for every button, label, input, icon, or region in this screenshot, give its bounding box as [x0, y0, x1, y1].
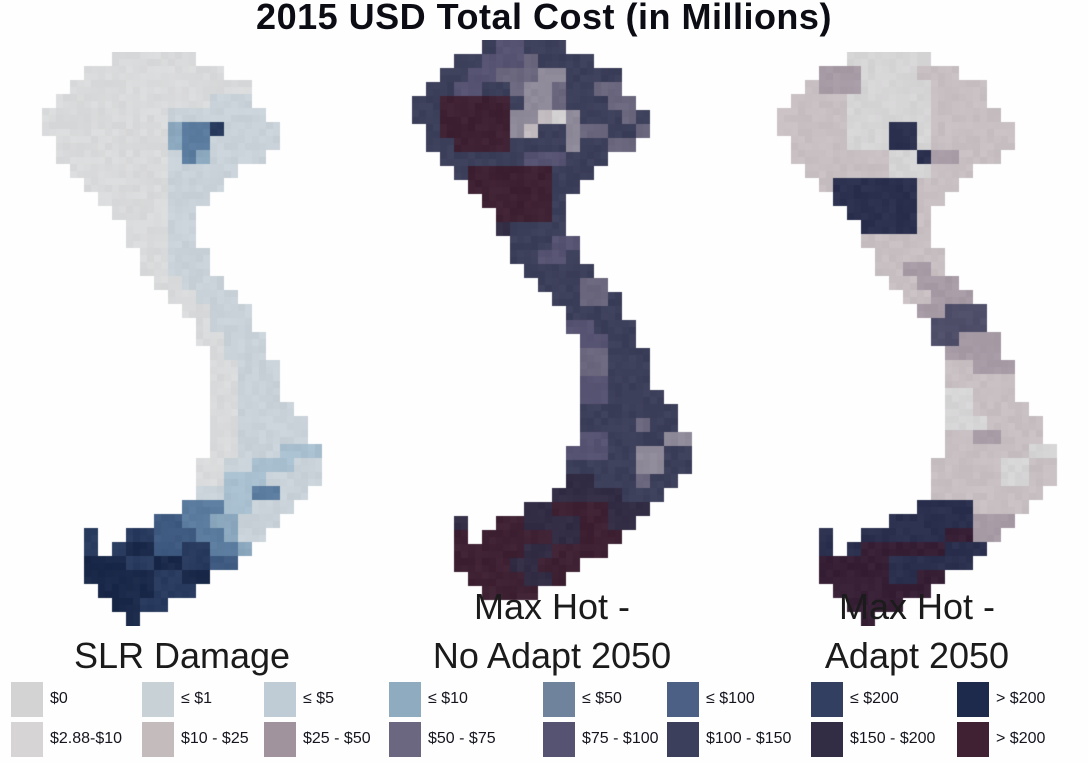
legend-row-max-hot-scale: $2.88-$10 $10 - $25 $25 - $50 $50 - $75 $75 …: [0, 721, 1088, 757]
legend-item: ≤ $5: [264, 681, 334, 717]
map-label-line: No Adapt 2050: [432, 635, 672, 676]
legend-bin-label: $75 - $100: [582, 730, 659, 747]
legend-bin-label: $0: [50, 690, 68, 707]
map-panel-max-hot-adapt: Max Hot - Adapt 2050: [763, 0, 1071, 682]
legend-swatch: [543, 721, 575, 757]
legend-swatch: [957, 721, 989, 757]
legend-item: ≤ $1: [142, 681, 212, 717]
map-panel-slr-damage: SLR Damage: [28, 0, 336, 682]
legend-bin-label: ≤ $100: [706, 690, 755, 707]
legend-item: $50 - $75: [389, 721, 496, 757]
legend-bin-label: > $200: [996, 730, 1046, 747]
map-label-line: Adapt 2050: [824, 635, 1010, 676]
map-canvas-max-hot-adapt: [763, 52, 1071, 626]
figure-title: 2015 USD Total Cost (in Millions): [256, 0, 832, 37]
legend-swatch: [142, 721, 174, 757]
legend-item: ≤ $200: [811, 681, 899, 717]
legend-bin-label: ≤ $200: [850, 690, 899, 707]
map-label-line: SLR Damage: [73, 635, 291, 676]
legend-swatch: [543, 681, 575, 717]
legend-bin-label: $2.88-$10: [50, 730, 123, 747]
legend-item: ≤ $50: [543, 681, 622, 717]
legend-item: $25 - $50: [264, 721, 371, 757]
legend-bin-label: ≤ $50: [582, 690, 622, 707]
legend-item: $100 - $150: [667, 721, 791, 757]
map-label-line: Max Hot -: [473, 586, 631, 627]
legend-bin-label: $150 - $200: [850, 730, 936, 747]
legend-bin-label: $25 - $50: [303, 730, 371, 747]
legend-item: ≤ $100: [667, 681, 755, 717]
legend-swatch: [389, 681, 421, 717]
legend-bin-label: ≤ $1: [181, 690, 213, 707]
legend-bin-label: ≤ $10: [428, 690, 468, 707]
legend-swatch: [811, 681, 843, 717]
legend-swatch: [667, 681, 699, 717]
legend-item: $150 - $200: [811, 721, 935, 757]
legend-bin-label: ≤ $5: [303, 690, 335, 707]
legend-item: ≤ $10: [389, 681, 468, 717]
legend-swatch: [11, 721, 43, 757]
legend-item: $75 - $100: [543, 721, 659, 757]
legend-bin-label: $100 - $150: [706, 730, 792, 747]
map-label-max-hot-adapt: Max Hot - Adapt 2050: [763, 582, 1071, 680]
map-label-max-hot-no-adapt: Max Hot - No Adapt 2050: [398, 582, 706, 680]
legend-item: $10 - $25: [142, 721, 249, 757]
map-canvas-slr-damage: [28, 52, 336, 626]
legend-swatch: [389, 721, 421, 757]
legend-bin-label: $10 - $25: [181, 730, 249, 747]
legend-swatch: [667, 721, 699, 757]
map-panel-max-hot-no-adapt: Max Hot - No Adapt 2050: [398, 0, 706, 682]
legend-item: $2.88-$10: [11, 721, 122, 757]
map-label-line: Max Hot -: [838, 586, 996, 627]
legend-swatch: [11, 681, 43, 717]
legend-item: > $200: [957, 681, 1045, 717]
legend-bin-label: $50 - $75: [428, 730, 496, 747]
legend-bin-label: > $200: [996, 690, 1046, 707]
legend-row-slr-scale: $0 ≤ $1 ≤ $5 ≤ $10 ≤ $50 ≤ $100 ≤ $200 > $200: [0, 681, 1088, 717]
legend-swatch: [264, 681, 296, 717]
map-label-slr-damage: SLR Damage: [28, 582, 336, 680]
legend-item: > $200: [957, 721, 1045, 757]
legend-item: $0: [11, 681, 68, 717]
map-canvas-max-hot-no-adapt: [398, 40, 706, 614]
legend-swatch: [957, 681, 989, 717]
legend-swatch: [264, 721, 296, 757]
legend-swatch: [811, 721, 843, 757]
legend-swatch: [142, 681, 174, 717]
